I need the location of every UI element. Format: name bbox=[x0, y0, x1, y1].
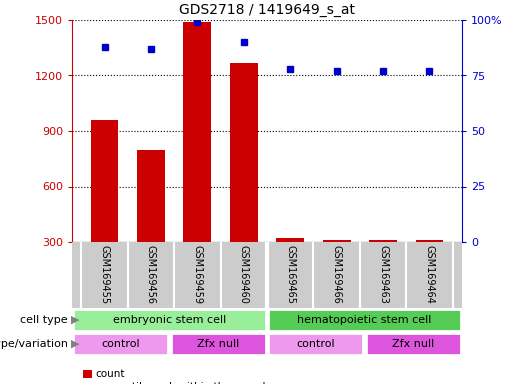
FancyBboxPatch shape bbox=[268, 333, 363, 355]
Bar bbox=[183, 22, 211, 242]
FancyBboxPatch shape bbox=[268, 309, 461, 331]
Text: ▶: ▶ bbox=[71, 339, 79, 349]
FancyBboxPatch shape bbox=[366, 333, 461, 355]
Legend: count, percentile rank within the sample: count, percentile rank within the sample bbox=[79, 365, 276, 384]
Text: hematopoietic stem cell: hematopoietic stem cell bbox=[297, 315, 432, 325]
Text: Zfx null: Zfx null bbox=[197, 339, 239, 349]
Text: ▶: ▶ bbox=[71, 315, 79, 325]
Bar bbox=[276, 238, 304, 242]
FancyBboxPatch shape bbox=[73, 309, 266, 331]
Text: Zfx null: Zfx null bbox=[392, 339, 434, 349]
Text: genotype/variation: genotype/variation bbox=[0, 339, 68, 349]
Bar bbox=[416, 240, 443, 242]
Bar bbox=[91, 120, 118, 242]
Text: GSM169456: GSM169456 bbox=[146, 245, 156, 304]
FancyBboxPatch shape bbox=[170, 333, 266, 355]
Bar bbox=[323, 240, 351, 242]
Text: GDS2718 / 1419649_s_at: GDS2718 / 1419649_s_at bbox=[179, 3, 355, 17]
Text: GSM169460: GSM169460 bbox=[239, 245, 249, 304]
Text: GSM169455: GSM169455 bbox=[99, 245, 110, 305]
Text: GSM169463: GSM169463 bbox=[378, 245, 388, 304]
Text: control: control bbox=[297, 339, 335, 349]
Text: GSM169466: GSM169466 bbox=[332, 245, 341, 304]
Bar bbox=[369, 240, 397, 242]
Text: control: control bbox=[101, 339, 140, 349]
Text: GSM169465: GSM169465 bbox=[285, 245, 295, 304]
Bar bbox=[230, 63, 258, 242]
Bar bbox=[137, 149, 165, 242]
FancyBboxPatch shape bbox=[73, 333, 168, 355]
Text: GSM169459: GSM169459 bbox=[193, 245, 202, 304]
Text: GSM169464: GSM169464 bbox=[424, 245, 435, 304]
Text: embryonic stem cell: embryonic stem cell bbox=[113, 315, 226, 325]
Text: cell type: cell type bbox=[21, 315, 68, 325]
